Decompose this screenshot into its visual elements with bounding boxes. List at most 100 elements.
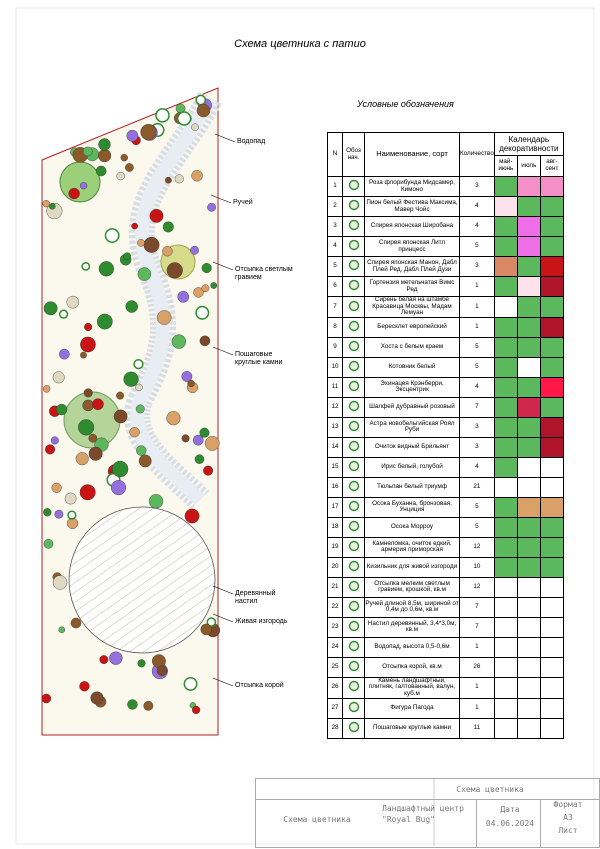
symbol-icon [348,240,359,251]
plant [43,508,52,517]
plant [84,322,93,332]
plant [183,676,198,691]
row-symbol [342,456,365,478]
legend-row: 3 Спирея японская Широбана 4 [327,216,564,237]
plant [191,123,199,131]
plant [123,371,139,387]
header-cell: Обоз нач. [342,132,365,177]
legend-row: 4 Спирея японская Литл принцесс 5 [327,236,564,257]
plant [166,262,183,279]
row-number: 15 [327,456,343,478]
plant [155,108,170,123]
leader-line [212,677,234,687]
plant [127,699,138,710]
plant [113,409,128,424]
legend-row: 5 Спирея японская Манон, Дабл Плей Ред, Д… [327,256,564,277]
plant [184,508,200,524]
row-name: Очиток видный Брильянт [364,436,460,458]
plant [116,391,125,400]
calendar-cell [493,396,518,418]
calendar-cell [539,416,564,438]
plan-label: Водопад [237,138,266,145]
calendar-cell [539,276,564,297]
row-qty: 1 [459,316,495,338]
calendar-cell [539,316,564,338]
plant [80,336,96,353]
calendar-cell [516,356,541,378]
plant [110,480,127,496]
row-symbol [342,276,365,297]
row-name: Ручей длиной 8,5м, шириной от 0,4м до 0,… [364,596,460,618]
symbol-icon [348,520,359,532]
plant [95,165,107,177]
plant [194,454,205,464]
calendar-cell [493,456,518,478]
row-number: 19 [327,536,343,558]
legend-row: 23 Настил деревянный, 3,4*3,0м, кв.м 7 [327,616,564,638]
calendar-cell [493,596,518,618]
calendar-cell [539,536,564,558]
row-name: Настил деревянный, 3,4*3,0м, кв.м [364,616,460,638]
calendar-cell [516,656,541,678]
plant [82,399,94,412]
row-name: Фигура Пагода [364,697,460,719]
row-symbol [342,296,365,318]
plant [109,651,123,665]
calendar-cell [539,656,564,678]
plant [99,655,109,665]
row-name: Гортензия метельчатая Вимс Ред [364,276,460,297]
calendar-cell [539,456,564,478]
calendar-cell [516,456,541,478]
plan-label: Отсыпка корой [235,682,284,689]
calendar-cell [493,196,518,217]
calendar-cell [539,516,564,538]
plan-label: Ручей [233,199,253,206]
plant [181,371,193,382]
header-cell: N [327,132,343,177]
plant [79,681,90,692]
legend-row: 1 Роза флорибунда Мидсамер, Кимоно 3 [327,176,564,197]
plant [98,261,114,277]
row-number: 2 [327,196,343,217]
plant [201,263,212,274]
row-number: 17 [327,496,343,518]
row-number: 6 [327,276,343,297]
plant [52,371,65,384]
row-qty: 12 [459,536,495,558]
plant [98,138,111,151]
symbol-icon [348,420,359,432]
plant [41,693,52,704]
calendar-cell [539,717,564,739]
calendar-cell [493,236,518,257]
calendar-cell [539,296,564,318]
symbol-icon [348,560,359,572]
row-name: Пион белый Фестива Максима, Мавер Чойс [364,196,460,217]
month-cell: май-июнь [493,155,518,177]
stamp-top: Схема цветника [456,785,524,794]
legend-row: 21 Отсыпка мелким светлым гравием, крошко… [327,576,564,598]
plant [177,291,190,303]
row-symbol [342,636,365,658]
row-name: Камнеломка, очиток едкий, армерия примор… [364,536,460,558]
calendar-cell [516,276,541,297]
plant [79,484,96,501]
calendar-cell [516,316,541,338]
row-symbol [342,376,365,398]
row-symbol [342,717,365,739]
leader-line [212,346,234,356]
symbol-icon [348,540,359,552]
calendar-cell [539,556,564,578]
leader-line [210,194,232,204]
plant [88,446,103,461]
symbol-icon [348,600,359,612]
plant [58,309,69,319]
plant [70,617,82,629]
plant [137,659,146,668]
row-number: 27 [327,697,343,719]
plant [176,111,192,126]
symbol-icon [348,480,359,492]
row-number: 23 [327,616,343,638]
calendar-cell [516,697,541,719]
symbol-icon [348,460,359,472]
calendar-cell [539,356,564,378]
